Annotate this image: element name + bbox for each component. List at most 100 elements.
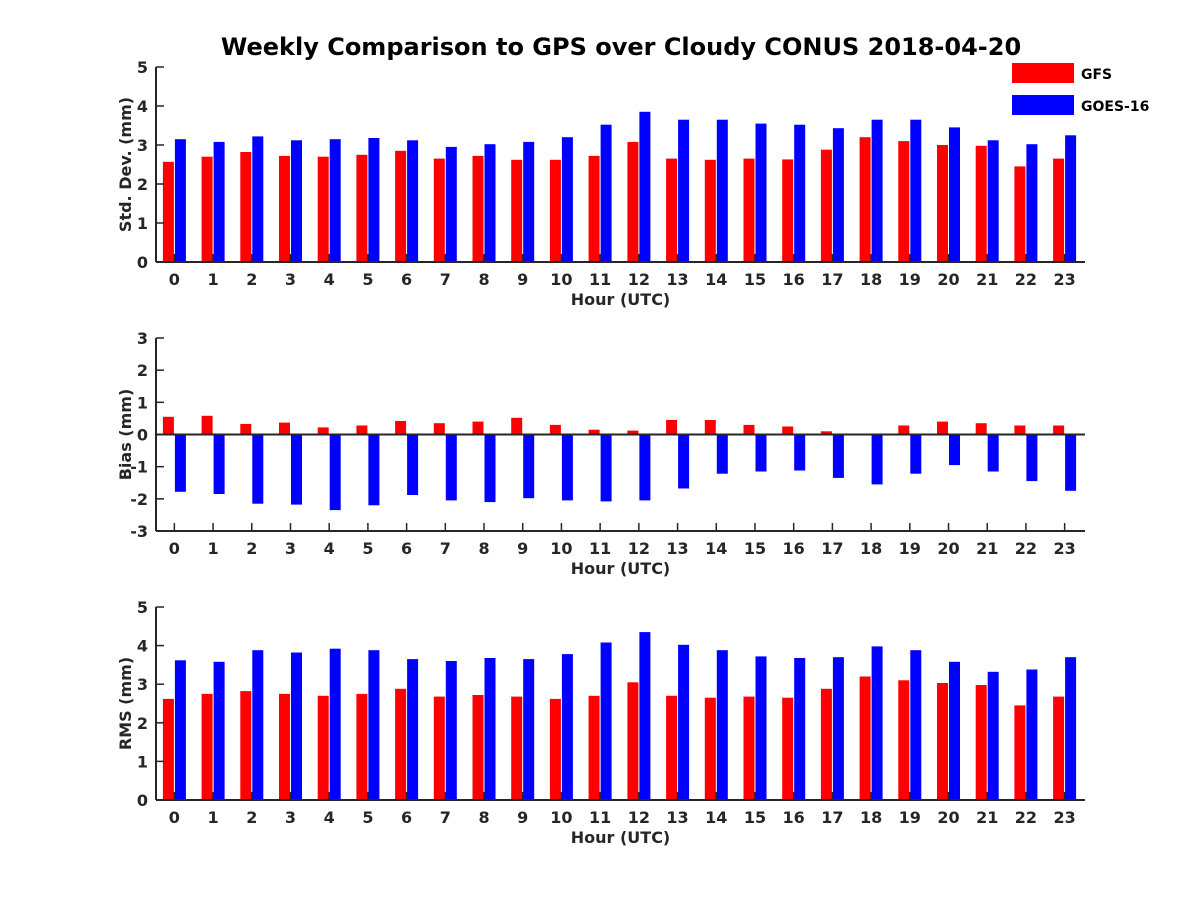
bar-gfs-23: [1053, 425, 1065, 435]
bar-goes16-10: [561, 434, 573, 501]
bar-gfs-0: [162, 161, 174, 262]
x-tick-label: 5: [362, 808, 373, 827]
bar-gfs-16: [782, 159, 794, 262]
bar-goes16-15: [755, 123, 767, 262]
x-tick-label: 1: [207, 270, 218, 289]
bar-gfs-5: [356, 693, 368, 800]
bar-goes16-2: [252, 136, 264, 262]
bar-gfs-17: [820, 688, 832, 800]
bar-gfs-7: [433, 158, 445, 262]
x-tick-label: 7: [440, 808, 451, 827]
bar-gfs-2: [240, 423, 252, 435]
y-axis-label: Std. Dev. (mm): [116, 97, 135, 232]
bar-goes16-16: [794, 124, 806, 262]
bar-goes16-9: [523, 141, 535, 262]
x-tick-label: 16: [783, 808, 805, 827]
x-tick-label: 17: [821, 808, 843, 827]
bar-goes16-5: [368, 650, 380, 800]
bar-gfs-13: [666, 420, 678, 435]
x-tick-label: 4: [324, 808, 335, 827]
bar-goes16-8: [484, 434, 496, 503]
bar-gfs-5: [356, 425, 368, 435]
x-tick-label: 10: [550, 270, 572, 289]
x-tick-label: 22: [1015, 270, 1037, 289]
bar-goes16-14: [716, 119, 728, 262]
bar-goes16-19: [910, 434, 922, 474]
y-tick-label: 2: [137, 361, 148, 380]
y-tick-label: 5: [137, 58, 148, 77]
bar-goes16-0: [174, 434, 186, 492]
bar-goes16-6: [407, 140, 419, 262]
x-tick-label: 2: [246, 808, 257, 827]
x-tick-label: 22: [1015, 539, 1037, 558]
bar-goes16-2: [252, 434, 264, 504]
bar-goes16-0: [174, 139, 186, 262]
bar-gfs-8: [472, 695, 484, 800]
bar-gfs-21: [975, 685, 987, 800]
x-tick-label: 18: [860, 270, 882, 289]
x-axis-label: Hour (UTC): [571, 559, 671, 578]
bar-goes16-20: [949, 434, 960, 466]
x-tick-label: 7: [440, 270, 451, 289]
bar-gfs-6: [395, 421, 407, 435]
x-tick-label: 23: [1054, 270, 1076, 289]
x-tick-label: 12: [628, 539, 650, 558]
bar-gfs-8: [472, 155, 484, 262]
y-axis-label: Bias (mm): [116, 389, 135, 481]
x-tick-label: 19: [899, 539, 921, 558]
bar-gfs-14: [704, 159, 716, 262]
bar-goes16-22: [1026, 669, 1038, 800]
x-tick-label: 13: [666, 539, 688, 558]
x-tick-label: 17: [821, 539, 843, 558]
bar-gfs-20: [937, 421, 948, 435]
bar-gfs-19: [898, 680, 910, 800]
bar-gfs-22: [1014, 705, 1026, 800]
x-tick-label: 15: [744, 270, 766, 289]
bar-goes16-17: [832, 434, 844, 478]
bar-gfs-13: [666, 158, 678, 262]
x-tick-label: 9: [517, 270, 528, 289]
bar-goes16-20: [949, 661, 960, 800]
x-tick-label: 18: [860, 539, 882, 558]
y-tick-label: 3: [137, 675, 148, 694]
x-tick-label: 8: [478, 539, 489, 558]
bar-goes16-13: [678, 644, 690, 800]
bar-goes16-10: [561, 654, 573, 800]
x-tick-label: 19: [899, 270, 921, 289]
x-tick-label: 5: [362, 270, 373, 289]
bar-goes16-6: [407, 659, 419, 800]
x-tick-label: 11: [589, 808, 611, 827]
x-tick-label: 14: [705, 270, 727, 289]
bar-goes16-12: [639, 632, 651, 800]
bar-goes16-22: [1026, 434, 1038, 482]
bar-gfs-2: [240, 152, 252, 262]
x-tick-label: 15: [744, 539, 766, 558]
bar-goes16-8: [484, 144, 496, 262]
x-tick-label: 2: [246, 539, 257, 558]
bar-goes16-18: [871, 646, 883, 800]
bar-goes16-12: [639, 434, 651, 501]
bar-goes16-17: [832, 128, 844, 262]
x-tick-label: 23: [1054, 539, 1076, 558]
bar-gfs-11: [588, 695, 600, 800]
chart-title: Weekly Comparison to GPS over Cloudy CON…: [221, 33, 1021, 61]
y-axis-label: RMS (mm): [116, 657, 135, 750]
bar-goes16-4: [329, 139, 341, 262]
bar-goes16-1: [213, 434, 225, 494]
bar-goes16-10: [561, 137, 573, 262]
x-tick-label: 13: [666, 808, 688, 827]
x-tick-label: 21: [976, 539, 998, 558]
bar-gfs-13: [666, 695, 678, 800]
bar-goes16-16: [794, 434, 806, 471]
bar-goes16-9: [523, 434, 535, 499]
bar-goes16-21: [987, 140, 999, 262]
x-tick-label: 9: [517, 539, 528, 558]
x-tick-label: 5: [362, 539, 373, 558]
bar-goes16-23: [1065, 135, 1077, 263]
y-tick-label: -1: [130, 458, 148, 477]
bar-goes16-21: [987, 434, 999, 472]
y-tick-label: 0: [137, 426, 148, 445]
bar-gfs-11: [588, 155, 600, 262]
